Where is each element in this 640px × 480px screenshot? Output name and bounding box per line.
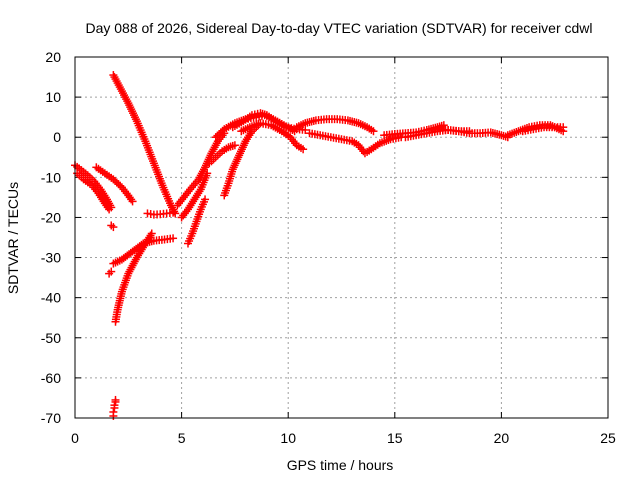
y-tick-label: 0 bbox=[53, 129, 61, 145]
y-tick-label: -20 bbox=[41, 209, 61, 225]
x-tick-label: 0 bbox=[71, 430, 79, 446]
y-tick-label: -70 bbox=[41, 410, 61, 426]
data-point bbox=[169, 234, 178, 243]
data-point bbox=[109, 411, 118, 420]
x-tick-label: 15 bbox=[387, 430, 403, 446]
y-tick-label: -40 bbox=[41, 290, 61, 306]
y-axis-label: SDTVAR / TECUs bbox=[5, 182, 21, 294]
y-tick-label: -60 bbox=[41, 370, 61, 386]
data-point bbox=[105, 205, 114, 214]
data-points bbox=[71, 71, 568, 420]
data-point bbox=[369, 127, 378, 136]
data-point bbox=[559, 123, 568, 132]
data-point bbox=[128, 197, 137, 206]
data-point bbox=[299, 145, 308, 154]
data-point bbox=[439, 121, 448, 130]
y-tick-label: -50 bbox=[41, 330, 61, 346]
y-tick-label: 10 bbox=[45, 89, 61, 105]
data-point bbox=[109, 223, 118, 232]
plot-frame bbox=[74, 56, 609, 419]
chart-title: Day 088 of 2026, Sidereal Day-to-day VTE… bbox=[85, 20, 592, 36]
x-tick-label: 25 bbox=[600, 430, 616, 446]
data-point bbox=[169, 208, 178, 217]
x-axis-label: GPS time / hours bbox=[287, 457, 394, 473]
x-tick-label: 5 bbox=[178, 430, 186, 446]
x-axis-ticks: 0 5 10 15 20 25 bbox=[71, 57, 616, 446]
y-axis-ticks: 20 10 0 -10 -20 -30 -40 -50 -60 -70 bbox=[41, 49, 608, 426]
y-tick-label: -30 bbox=[41, 250, 61, 266]
data-point bbox=[110, 403, 119, 412]
data-point bbox=[201, 195, 210, 204]
x-tick-label: 20 bbox=[494, 430, 510, 446]
data-point bbox=[230, 141, 239, 150]
data-point bbox=[301, 126, 310, 135]
x-tick-label: 10 bbox=[280, 430, 296, 446]
gridlines bbox=[75, 57, 608, 418]
y-tick-label: 20 bbox=[45, 49, 61, 65]
y-tick-label: -10 bbox=[41, 169, 61, 185]
data-point bbox=[147, 229, 156, 238]
data-point-interp bbox=[137, 240, 146, 249]
data-point bbox=[107, 267, 116, 276]
data-point bbox=[203, 169, 212, 178]
